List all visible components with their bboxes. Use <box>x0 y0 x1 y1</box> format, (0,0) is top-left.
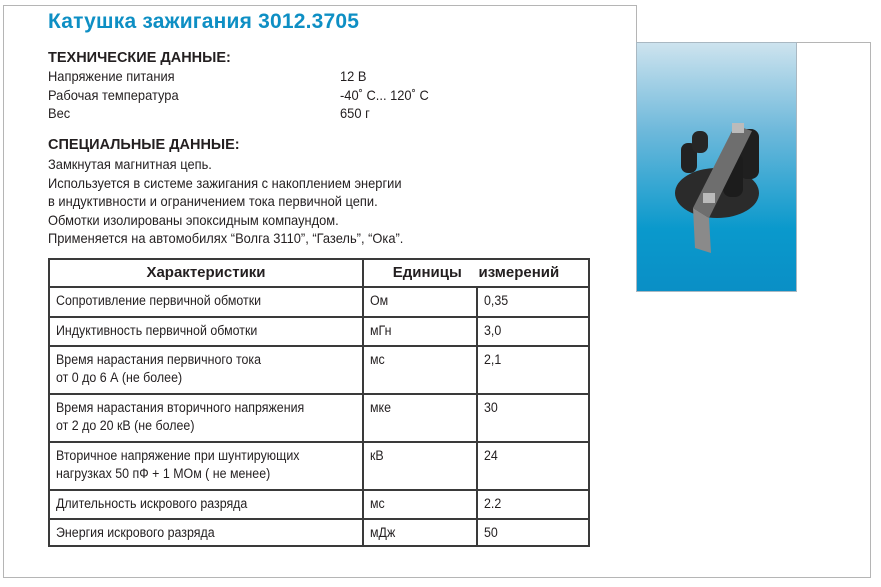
characteristic-cell: Индуктивность первичной обмотки <box>48 316 364 347</box>
page-title: Катушка зажигания 3012.3705 <box>48 10 360 33</box>
characteristic-cell: Длительность искрового разряда <box>48 489 364 520</box>
value-cell: 50 <box>476 518 590 547</box>
cell-text: кВ <box>370 448 384 463</box>
table-row: Индуктивность первичной обмотки мГн 3,0 <box>48 316 590 347</box>
cell-text: Ом <box>370 293 389 308</box>
unit-cell: мс <box>362 345 478 395</box>
special-line: Используется в системе зажигания с накоп… <box>48 175 402 191</box>
value-cell: 3,0 <box>476 316 590 347</box>
table-row: Энергия искрового разряда мДж 50 <box>48 518 590 547</box>
table-row: Сопротивление первичной обмотки Ом 0,35 <box>48 286 590 318</box>
characteristic-cell: Вторичное напряжение при шунтирующих наг… <box>48 441 364 491</box>
tech-value: -40˚ C... 120˚ C <box>340 87 429 103</box>
characteristic-cell: Время нарастания первичного тока от 0 до… <box>48 345 364 395</box>
tech-label: Вес <box>48 105 71 121</box>
special-line: Замкнутая магнитная цепь. <box>48 156 212 172</box>
table-row: Время нарастания первичного тока от 0 до… <box>48 345 590 395</box>
characteristic-cell: Время нарастания вторичного напряжения о… <box>48 393 364 443</box>
cell-text: мс <box>370 352 385 367</box>
special-data-heading: СПЕЦИАЛЬНЫЕ ДАННЫЕ: <box>48 137 240 153</box>
tech-label: Напряжение питания <box>48 68 175 84</box>
special-line: Применяется на автомобилях “Волга 3110”,… <box>48 230 404 246</box>
cell-text: Длительность искрового разряда <box>56 496 248 511</box>
characteristics-table: Характеристики Единицы измерений Сопроти… <box>48 258 590 547</box>
value-cell: 24 <box>476 441 590 491</box>
value-cell: 30 <box>476 393 590 443</box>
table-row: Вторичное напряжение при шунтирующих наг… <box>48 441 590 491</box>
table-row: Длительность искрового разряда мс 2.2 <box>48 489 590 520</box>
unit-cell: кВ <box>362 441 478 491</box>
characteristic-cell: Сопротивление первичной обмотки <box>48 286 364 318</box>
cell-text: Время нарастания первичного тока от 0 до… <box>56 352 262 385</box>
value-cell: 2,1 <box>476 345 590 395</box>
header-units: Единицы измерений <box>362 258 590 288</box>
cell-text: Сопротивление первичной обмотки <box>56 293 262 308</box>
header-characteristics: Характеристики <box>48 258 364 288</box>
cell-text: Энергия искрового разряда <box>56 525 215 540</box>
cell-text: 0,35 <box>484 293 509 308</box>
special-line: Обмотки изолированы эпоксидным компаундо… <box>48 212 339 228</box>
tech-data-heading: ТЕХНИЧЕСКИЕ ДАННЫЕ: <box>48 50 231 66</box>
cell-text: Индуктивность первичной обмотки <box>56 323 258 338</box>
unit-cell: мке <box>362 393 478 443</box>
unit-cell: мГн <box>362 316 478 347</box>
product-photo <box>636 42 797 292</box>
tech-value: 650 г <box>340 105 370 121</box>
cell-text: мДж <box>370 525 396 540</box>
cell-text: 50 <box>484 525 498 540</box>
cell-text: 24 <box>484 448 498 463</box>
characteristic-cell: Энергия искрового разряда <box>48 518 364 547</box>
value-cell: 0,35 <box>476 286 590 318</box>
table-header-row: Характеристики Единицы измерений <box>48 258 590 288</box>
special-line: в индуктивности и ограничением тока перв… <box>48 193 378 209</box>
cell-text: мке <box>370 400 392 415</box>
cell-text: 3,0 <box>484 323 502 338</box>
unit-cell: мДж <box>362 518 478 547</box>
unit-cell: Ом <box>362 286 478 318</box>
tech-label: Рабочая температура <box>48 87 179 103</box>
title-box <box>3 5 637 43</box>
cell-text: 2.2 <box>484 496 502 511</box>
cell-text: мс <box>370 496 385 511</box>
cell-text: мГн <box>370 323 392 338</box>
cell-text: Время нарастания вторичного напряжения о… <box>56 400 305 433</box>
unit-cell: мс <box>362 489 478 520</box>
cell-text: 30 <box>484 400 498 415</box>
ignition-coil-image <box>675 123 759 253</box>
tech-value: 12 В <box>340 68 367 84</box>
value-cell: 2.2 <box>476 489 590 520</box>
cell-text: Вторичное напряжение при шунтирующих наг… <box>56 448 300 481</box>
table-row: Время нарастания вторичного напряжения о… <box>48 393 590 443</box>
cell-text: 2,1 <box>484 352 502 367</box>
